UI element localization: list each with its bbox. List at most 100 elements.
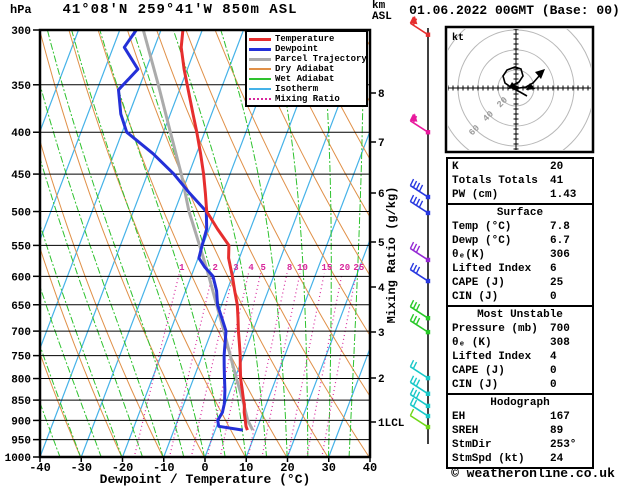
skewt-background: 1 2 3 4 5 8 10 15 20 25 [40, 30, 370, 457]
temperature-tick-label: -20 [112, 461, 134, 475]
station-title: 41°08'N 259°41'W 850m ASL [62, 2, 298, 18]
legend-swatch [249, 88, 271, 90]
pressure-tick-label: 950 [11, 436, 31, 448]
legend-label: Parcel Trajectory [275, 54, 367, 64]
table-row-label: StmDir [452, 439, 492, 451]
temperature-axis-label: Dewpoint / Temperature (°C) [99, 472, 311, 486]
table-row-value: 6.7 [550, 235, 570, 247]
svg-text:10: 10 [297, 263, 308, 273]
pressure-tick-label: 300 [11, 26, 31, 38]
temperature-tick-label: 40 [363, 461, 377, 475]
temperature-tick-label: 20 [280, 461, 294, 475]
temperature-tick-label: -10 [153, 461, 175, 475]
datetime-title: 01.06.2022 00GMT (Base: 00) [409, 3, 620, 18]
pressure-tick-label: 600 [11, 272, 31, 284]
table-row: Temp (°C) 7.8 [448, 220, 592, 234]
table-row-label: K [452, 161, 459, 173]
table-row-label: StmSpd (kt) [452, 453, 525, 465]
pressure-tick-label: 800 [11, 375, 31, 387]
table-row-label: Lifted Index [452, 351, 532, 363]
table-row-value: 4 [550, 351, 557, 363]
legend-item-wet-adiabat: Wet Adiabat [249, 74, 366, 84]
table-row-label: Dewp (°C) [452, 235, 512, 247]
wind-barb [409, 113, 431, 135]
wind-barb [409, 408, 431, 430]
wind-barb-column [409, 15, 431, 444]
table-row-label: EH [452, 411, 466, 423]
table-section-title: Hodograph [490, 397, 550, 409]
km-tick-label: 7 [378, 138, 385, 150]
wind-barb [409, 359, 431, 381]
table-row-value: 0 [550, 365, 557, 377]
km-tick-label-lcl: 1LCL [378, 418, 405, 430]
table-row: Totals Totals 41 [448, 174, 592, 188]
legend-swatch [249, 57, 271, 61]
table-row-value: 7.8 [550, 221, 570, 233]
km-tick-label: 4 [378, 283, 385, 295]
legend-item-mixing-ratio: Mixing Ratio [249, 94, 366, 104]
altitude-axis: 8 7 6 5 4 3 2 1LCL [370, 89, 405, 430]
wind-barb [409, 178, 431, 200]
table-row-value: 253° [550, 439, 577, 451]
table-row-value: 167 [550, 411, 570, 423]
sounding-curves [117, 30, 255, 432]
km-tick-label: 5 [378, 238, 385, 250]
legend-label: Temperature [275, 34, 335, 44]
legend-swatch [249, 68, 271, 70]
table-row: CIN (J) 0 [448, 290, 592, 304]
table-section-surface: Surface Temp (°C) 7.8 Dewp (°C) 6.7 θₑ(K) 306 L… [446, 203, 594, 307]
table-row: θₑ(K) 306 [448, 248, 592, 262]
table-row-label: SREH [452, 425, 479, 437]
legend-item-isotherm: Isotherm [249, 84, 366, 94]
legend-label: Dry Adiabat [275, 64, 335, 74]
svg-text:8: 8 [287, 263, 292, 273]
mixing-ratio-axis-label: Mixing Ratio (g/kg) [385, 186, 399, 324]
km-tick-label: 6 [378, 189, 385, 201]
svg-text:3: 3 [233, 263, 238, 273]
svg-text:5: 5 [260, 263, 265, 273]
table-row: CAPE (J) 0 [448, 364, 592, 378]
table-row: Lifted Index 6 [448, 262, 592, 276]
table-row: CAPE (J) 25 [448, 276, 592, 290]
temperature-axis: -40 -30 -20 -10 0 10 20 30 40 [29, 457, 377, 475]
table-row-label: Pressure (mb) [452, 323, 538, 335]
table-row-value: 306 [550, 249, 570, 261]
legend-label: Mixing Ratio [275, 94, 340, 104]
table-row: CIN (J) 0 [448, 378, 592, 392]
km-tick-label: 2 [378, 374, 385, 386]
legend-swatch [249, 37, 271, 41]
svg-text:4: 4 [248, 263, 254, 273]
table-row-value: 6 [550, 263, 557, 275]
table-row-value: 89 [550, 425, 564, 437]
wind-barb [409, 194, 431, 216]
pressure-tick-label: 450 [11, 170, 31, 182]
table-row-label: CIN (J) [452, 291, 499, 303]
svg-text:25: 25 [353, 263, 364, 273]
table-row-label: Temp (°C) [452, 221, 512, 233]
legend-swatch [249, 78, 271, 80]
wind-barb [409, 387, 431, 409]
legend-swatch [249, 47, 271, 51]
hodograph-unit-label: kt [452, 32, 464, 44]
pressure-tick-label: 550 [11, 241, 31, 253]
legend-item-parcel-trajectory: Parcel Trajectory [249, 54, 367, 64]
temperature-tick-label: 0 [201, 461, 208, 475]
wind-barb [409, 375, 431, 396]
mixing-ratio-value-labels: 1 2 3 4 5 8 10 15 20 25 [179, 263, 364, 273]
temperature-curve [179, 30, 249, 431]
pressure-tick-label: 1000 [5, 453, 31, 465]
legend-label: Isotherm [275, 84, 319, 94]
table-section-most-unstable: Most Unstable Pressure (mb) 700 θₑ (K) 308 Li… [446, 305, 594, 395]
altitude-axis-unit-asl: ASL [372, 11, 392, 23]
wind-barb [409, 241, 431, 263]
table-row-label: θₑ (K) [452, 337, 492, 349]
legend-swatch [249, 98, 271, 100]
table-row-label: θₑ(K) [452, 249, 486, 261]
pressure-axis: 300 350 400 450 500 550 600 650 700 750 800 850 900 9… [5, 26, 40, 465]
altitude-axis-unit: km ASL [372, 1, 392, 23]
table-row: PW (cm) 1.43 [448, 188, 592, 202]
legend-box: Temperature Dewpoint Parcel Trajectory Dry … [245, 30, 368, 107]
hodograph-arrowhead [535, 69, 545, 79]
pressure-tick-label: 900 [11, 416, 31, 428]
wind-barb [409, 15, 431, 37]
